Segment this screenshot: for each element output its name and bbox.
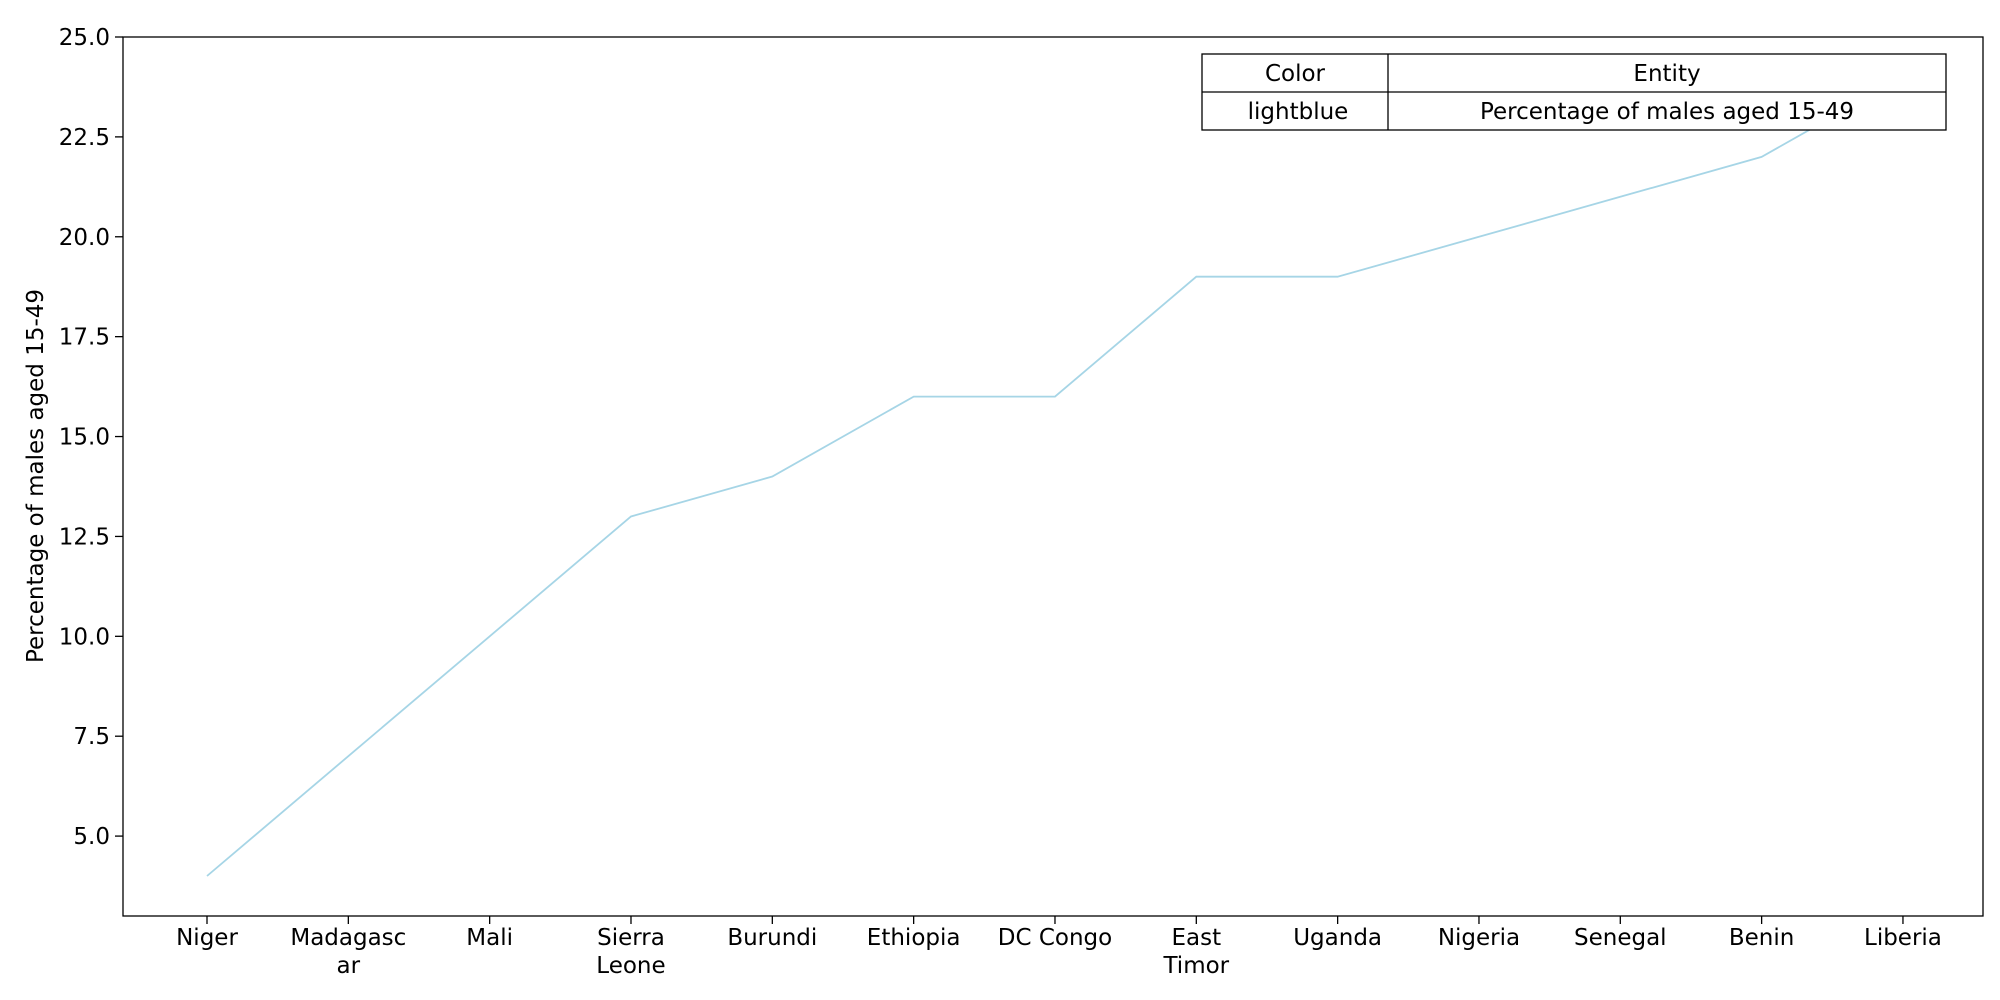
y-tick-label: 12.5	[59, 524, 110, 550]
x-tick-label: Sierra	[597, 925, 665, 951]
data-point	[913, 396, 915, 398]
data-point	[1761, 156, 1763, 158]
x-tick-label: Leone	[596, 953, 665, 979]
x-tick-label: East	[1171, 925, 1221, 951]
data-point	[1478, 236, 1480, 238]
legend-table-cell: lightblue	[1248, 99, 1349, 125]
plot-frame	[122, 36, 1984, 917]
y-tick-label: 15.0	[59, 425, 110, 451]
legend-table-header: Color	[1265, 61, 1326, 87]
data-point	[348, 755, 350, 757]
x-tick-label: Madagasc	[290, 925, 406, 951]
y-axis-title: Percentage of males aged 15-49	[23, 289, 49, 663]
legend-table: Color Entity lightblue Percentage of males …	[1201, 53, 1947, 131]
x-tick-label: DC Congo	[998, 925, 1112, 951]
series-layer	[206, 76, 1904, 877]
x-tick-label: Mali	[466, 925, 513, 951]
legend-table-header: Entity	[1633, 61, 1700, 87]
y-tick-label: 22.5	[59, 125, 110, 151]
y-tick-label: 7.5	[73, 724, 110, 750]
x-tick-label: Nigeria	[1438, 925, 1520, 951]
data-point	[1054, 396, 1056, 398]
data-point	[1620, 196, 1622, 198]
x-tick-label: Burundi	[727, 925, 817, 951]
y-tick-label: 20.0	[59, 225, 110, 251]
y-tick-label: 17.5	[59, 325, 110, 351]
y-tick-label: 25.0	[59, 25, 110, 51]
data-point	[206, 875, 208, 877]
y-tick-label: 5.0	[73, 824, 110, 850]
data-point	[489, 636, 491, 638]
legend-table-cell: Percentage of males aged 15-49	[1480, 99, 1854, 125]
x-tick-label: Liberia	[1864, 925, 1942, 951]
data-point	[1196, 276, 1198, 278]
y-axis: 5.0 7.5 10.0 12.5 15.0 17.5 20.0 22.5 25.0	[59, 25, 123, 850]
x-tick-label: Uganda	[1293, 925, 1382, 951]
x-tick-label: Niger	[176, 925, 238, 951]
data-point	[1337, 276, 1339, 278]
y-tick-label: 10.0	[59, 624, 110, 650]
x-tick-label: Timor	[1162, 953, 1229, 979]
data-point	[630, 516, 632, 518]
x-tick-label: ar	[337, 953, 361, 979]
x-tick-label: Senegal	[1574, 925, 1667, 951]
series-line	[206, 76, 1904, 877]
x-tick-label: Ethiopia	[867, 925, 961, 951]
data-point	[772, 476, 774, 478]
x-tick-label: Benin	[1729, 925, 1794, 951]
